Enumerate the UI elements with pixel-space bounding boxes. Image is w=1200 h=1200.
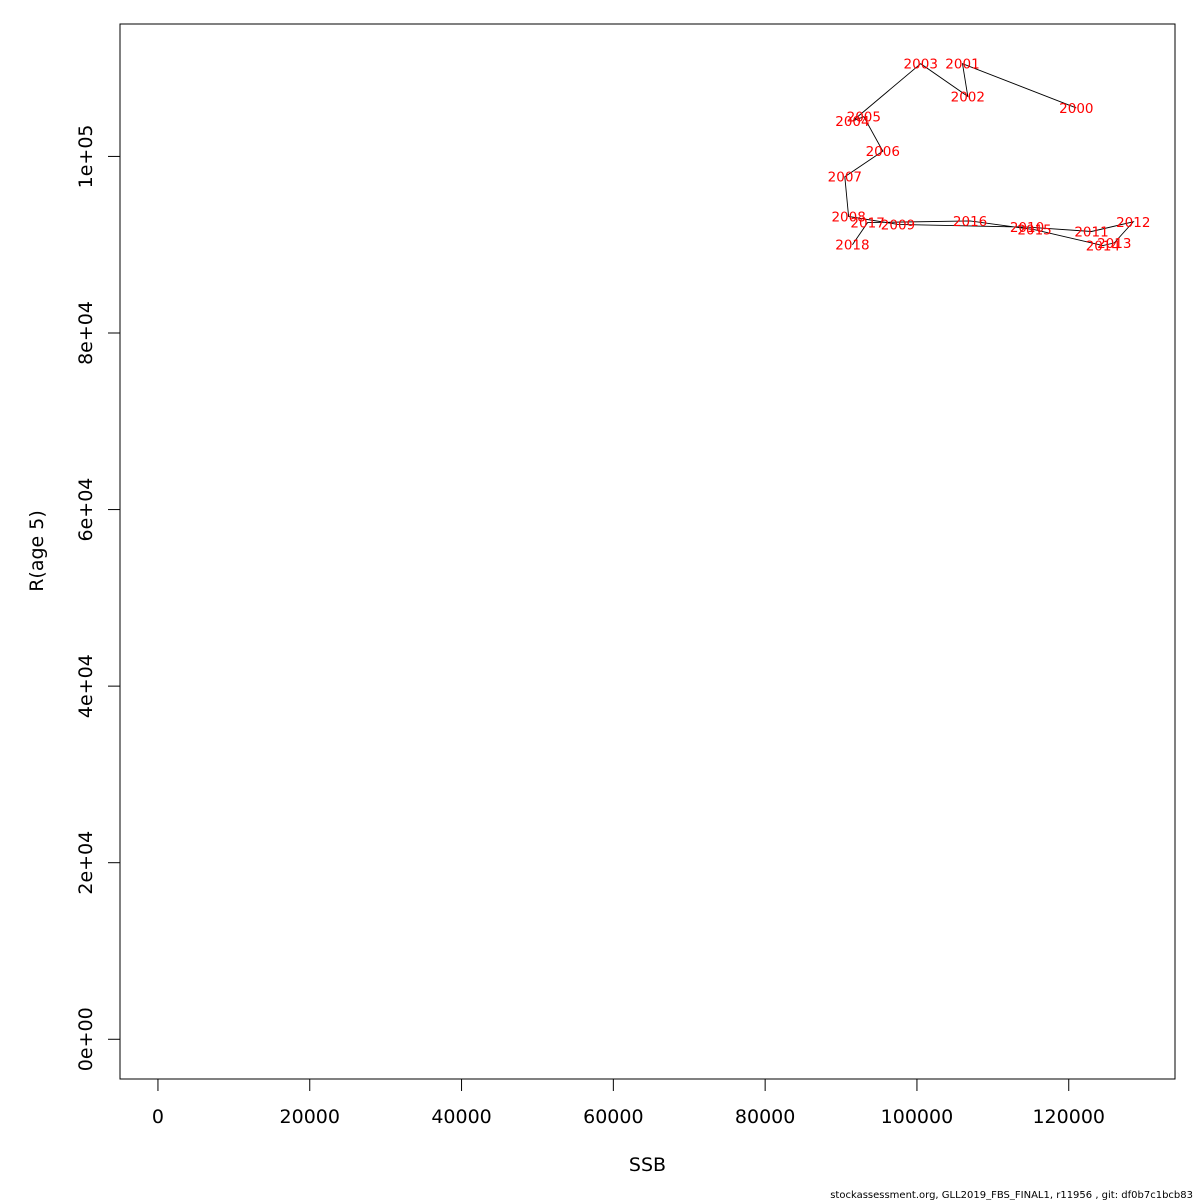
- x-tick-label: 120000: [1032, 1106, 1105, 1128]
- x-tick-label: 80000: [735, 1106, 795, 1128]
- point-label-2006: 2006: [866, 144, 900, 160]
- y-tick-label: 6e+04: [75, 478, 97, 542]
- point-label-2011: 2011: [1074, 224, 1108, 240]
- point-label-2014: 2014: [1086, 239, 1120, 255]
- x-axis-title: SSB: [629, 1154, 666, 1176]
- point-label-2005: 2005: [847, 110, 881, 126]
- series-line: [844, 62, 1135, 247]
- point-label-2003: 2003: [904, 57, 938, 73]
- x-tick-label: 60000: [583, 1106, 643, 1128]
- point-label-2008: 2008: [831, 209, 865, 225]
- point-label-2010: 2010: [1010, 220, 1044, 236]
- x-tick-label: 0: [152, 1106, 164, 1128]
- point-label-2017: 2017: [850, 216, 884, 232]
- point-label-2000: 2000: [1059, 101, 1093, 117]
- point-label-2012: 2012: [1116, 215, 1150, 231]
- x-tick-label: 20000: [280, 1106, 340, 1128]
- point-label-2001: 2001: [945, 57, 979, 73]
- point-label-2018: 2018: [835, 238, 869, 254]
- point-label-2015: 2015: [1017, 223, 1051, 239]
- x-tick-label: 100000: [881, 1106, 954, 1128]
- point-label-2007: 2007: [828, 170, 862, 186]
- y-tick-label: 2e+04: [75, 831, 97, 895]
- plot-frame: [119, 23, 1176, 1080]
- point-label-2004: 2004: [835, 114, 869, 130]
- y-axis-title: R(age 5): [26, 510, 48, 592]
- y-tick-label: 8e+04: [75, 301, 97, 365]
- point-label-2016: 2016: [953, 214, 987, 230]
- y-tick-label: 0e+00: [75, 1007, 97, 1071]
- y-axis: 0e+00 2e+04 4e+04 6e+04 8e+04 1e+05: [75, 124, 121, 1071]
- y-tick-label: 4e+04: [75, 654, 97, 718]
- series-path: [844, 62, 1135, 247]
- x-tick-label: 40000: [431, 1106, 491, 1128]
- point-label-2002: 2002: [951, 89, 985, 105]
- point-label-2009: 2009: [881, 217, 915, 233]
- footer-note: stockassessment.org, GLL2019_FBS_FINAL1,…: [830, 1190, 1193, 1200]
- y-tick-label: 1e+05: [75, 124, 97, 188]
- point-label-2013: 2013: [1097, 236, 1131, 252]
- x-axis: 0 20000 40000 60000 80000 100000 120000: [152, 1078, 1105, 1128]
